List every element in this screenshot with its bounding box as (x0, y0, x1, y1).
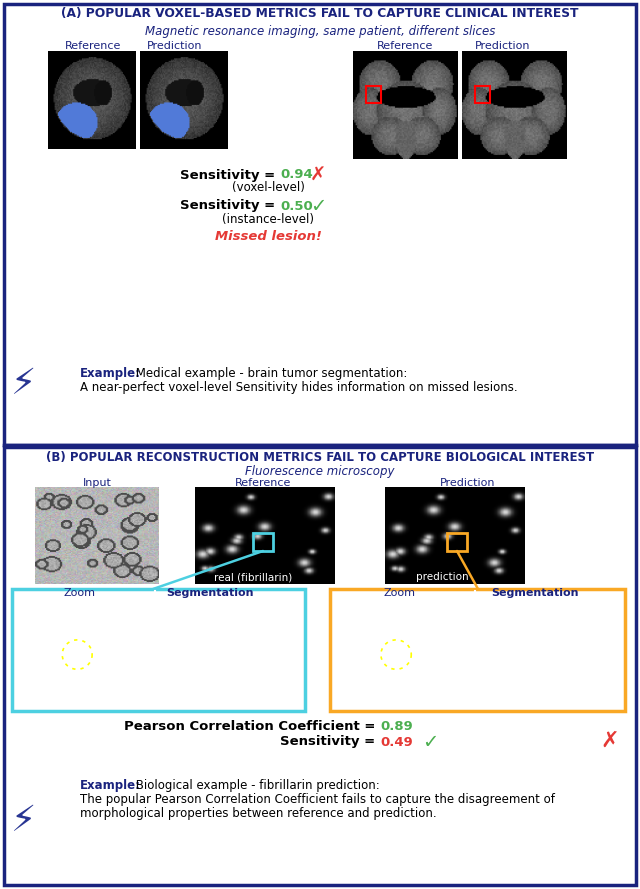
Text: 0.49: 0.49 (380, 735, 413, 749)
Text: Prediction: Prediction (476, 41, 531, 51)
Text: ⚡: ⚡ (12, 367, 36, 401)
Text: Zoom: Zoom (384, 588, 416, 598)
Text: Prediction: Prediction (147, 41, 203, 51)
Text: morphological properties between reference and prediction.: morphological properties between referen… (80, 806, 436, 820)
Text: ✗: ✗ (601, 731, 620, 751)
Text: Pearson Correlation Coefficient =: Pearson Correlation Coefficient = (124, 719, 380, 733)
Text: The popular Pearson Correlation Coefficient fails to capture the disagreement of: The popular Pearson Correlation Coeffici… (80, 792, 555, 805)
Text: Medical example - brain tumor segmentation:: Medical example - brain tumor segmentati… (132, 366, 408, 380)
Bar (12, 589, 305, 711)
Text: Sensitivity =: Sensitivity = (180, 199, 280, 212)
Text: real (fibrillarin): real (fibrillarin) (214, 572, 292, 582)
Text: Example:: Example: (80, 366, 141, 380)
Text: Missed lesion!: Missed lesion! (214, 230, 321, 244)
Bar (475, 85, 490, 103)
Bar (330, 589, 625, 711)
Text: A near-perfect voxel-level Sensitivity hides information on missed lesions.: A near-perfect voxel-level Sensitivity h… (80, 380, 518, 394)
Text: Input: Input (83, 478, 111, 488)
Bar (4, 447, 636, 885)
Text: ⚡: ⚡ (12, 804, 36, 838)
Text: Sensitivity =: Sensitivity = (280, 735, 380, 749)
Text: (voxel-level): (voxel-level) (232, 181, 305, 195)
Text: Magnetic resonance imaging, same patient, different slices: Magnetic resonance imaging, same patient… (145, 25, 495, 37)
Text: Segmentation: Segmentation (492, 588, 579, 598)
Text: (A) POPULAR VOXEL-BASED METRICS FAIL TO CAPTURE CLINICAL INTEREST: (A) POPULAR VOXEL-BASED METRICS FAIL TO … (61, 7, 579, 20)
Text: (B) POPULAR RECONSTRUCTION METRICS FAIL TO CAPTURE BIOLOGICAL INTEREST: (B) POPULAR RECONSTRUCTION METRICS FAIL … (46, 451, 594, 463)
Text: Prediction: Prediction (440, 478, 496, 488)
Text: Fluorescence microscopy: Fluorescence microscopy (245, 464, 395, 477)
Bar (447, 533, 467, 551)
Text: 0.89: 0.89 (380, 719, 413, 733)
Text: ✗: ✗ (310, 165, 326, 185)
Text: Sensitivity =: Sensitivity = (180, 169, 280, 181)
Text: Reference: Reference (65, 41, 121, 51)
Bar (253, 533, 273, 551)
Text: Segmentation: Segmentation (166, 588, 253, 598)
Bar (365, 85, 381, 103)
Text: Zoom: Zoom (64, 588, 96, 598)
Text: Example:: Example: (80, 779, 141, 791)
Bar (4, 4, 636, 445)
Text: prediction: prediction (416, 572, 468, 582)
Text: Reference: Reference (377, 41, 433, 51)
Text: 0.94: 0.94 (280, 169, 313, 181)
Text: 0.50: 0.50 (280, 199, 313, 212)
Text: Biological example - fibrillarin prediction:: Biological example - fibrillarin predict… (132, 779, 380, 791)
Text: Reference: Reference (235, 478, 291, 488)
Text: ✓: ✓ (310, 196, 326, 215)
Text: (instance-level): (instance-level) (222, 212, 314, 226)
Text: ✓: ✓ (422, 733, 438, 751)
